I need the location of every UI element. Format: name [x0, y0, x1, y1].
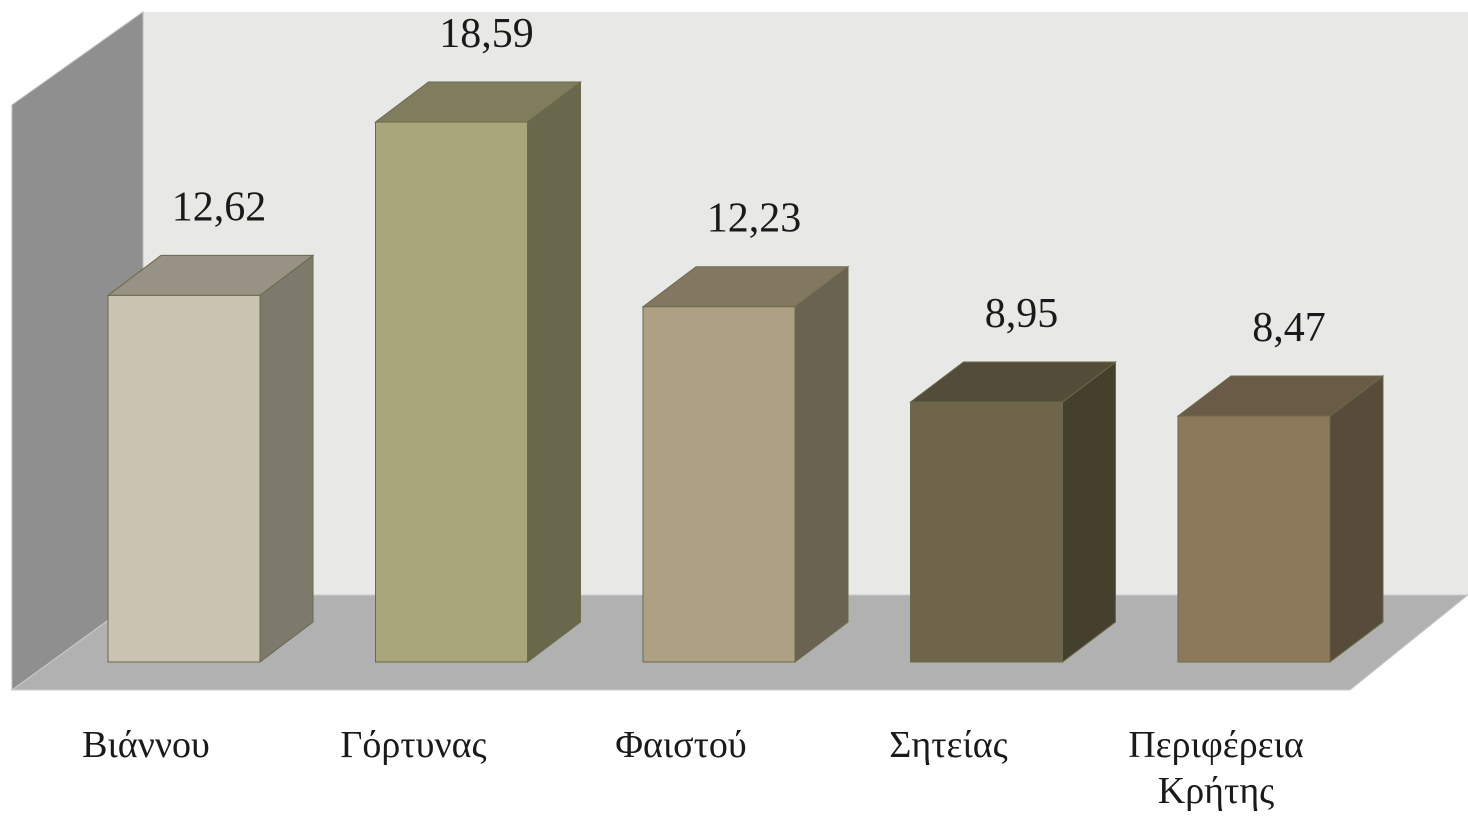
bar-side — [794, 265, 849, 664]
value-label: 12,62 — [172, 184, 267, 230]
x-tick-label: Γόρτυνας — [340, 724, 487, 766]
value-label: 18,59 — [439, 11, 534, 57]
value-label: 8,95 — [985, 291, 1059, 337]
value-label: 8,47 — [1252, 305, 1326, 351]
bar — [642, 306, 796, 663]
bar-side — [259, 254, 314, 664]
x-tick-label: Βιάννου — [82, 724, 210, 766]
bar — [107, 294, 261, 663]
x-tick-label: Περιφέρεια Κρήτης — [1128, 724, 1304, 812]
bar — [375, 121, 528, 663]
x-tick-label: Φαιστού — [615, 724, 747, 766]
bar — [1177, 415, 1331, 663]
bar-side — [1329, 374, 1384, 664]
bar-side — [527, 80, 581, 664]
x-tick-label: Σητείας — [889, 724, 1008, 766]
bar-side — [1062, 361, 1116, 664]
value-label: 12,23 — [707, 196, 802, 242]
bar — [910, 401, 1063, 663]
